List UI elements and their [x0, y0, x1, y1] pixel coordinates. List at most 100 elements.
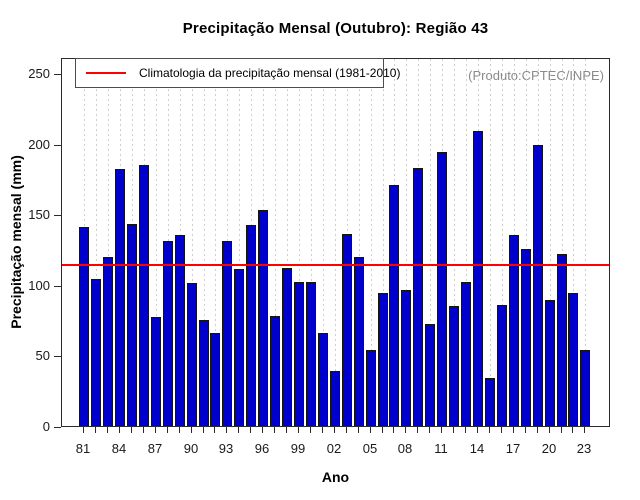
gridline — [323, 59, 324, 426]
x-axis-tick — [322, 427, 323, 433]
plot-area: (Produto:CPTEC/INPE) — [61, 58, 610, 427]
bar-10 — [425, 324, 435, 426]
y-axis-tick — [54, 427, 61, 428]
x-tick-label: 81 — [75, 441, 91, 456]
x-tick-label: 14 — [469, 441, 485, 456]
y-tick-label: 100 — [28, 278, 50, 293]
bar-15 — [485, 378, 495, 426]
y-axis-tick — [54, 145, 61, 146]
x-tick-label: 87 — [147, 441, 163, 456]
bar-08 — [401, 290, 411, 426]
x-axis-tick — [572, 427, 573, 433]
bar-04 — [354, 257, 364, 426]
x-axis-tick — [334, 427, 335, 433]
gridline — [192, 59, 193, 426]
bar-81 — [79, 227, 89, 426]
x-axis-tick — [465, 427, 466, 433]
y-tick-label: 150 — [28, 207, 50, 222]
x-axis-tick — [274, 427, 275, 433]
x-tick-label: 99 — [290, 441, 306, 456]
x-tick-label: 23 — [576, 441, 592, 456]
bar-89 — [175, 235, 185, 426]
gridline — [526, 59, 527, 426]
bar-11 — [437, 152, 447, 426]
bar-82 — [91, 279, 101, 426]
y-axis-tick — [54, 74, 61, 75]
chart-title: Precipitação Mensal (Outubro): Região 43 — [182, 20, 489, 37]
bar-90 — [187, 283, 197, 426]
x-axis-tick — [155, 427, 156, 433]
bar-85 — [127, 224, 137, 426]
y-tick-label: 50 — [35, 348, 50, 363]
gridline — [311, 59, 312, 426]
bar-18 — [521, 249, 531, 426]
bar-19 — [533, 145, 543, 426]
legend-line-sample — [86, 72, 126, 74]
gridline — [502, 59, 503, 426]
gridline — [335, 59, 336, 426]
x-tick-label: 20 — [541, 441, 557, 456]
gridline — [550, 59, 551, 426]
bar-14 — [473, 131, 483, 426]
bar-22 — [568, 293, 578, 426]
gridline — [406, 59, 407, 426]
bar-87 — [151, 317, 161, 426]
bar-16 — [497, 305, 507, 426]
x-axis-tick — [143, 427, 144, 433]
bar-23 — [580, 350, 590, 426]
x-axis-tick — [214, 427, 215, 433]
y-axis-tick — [54, 356, 61, 357]
x-axis-tick — [310, 427, 311, 433]
gridline — [359, 59, 360, 426]
y-tick-label: 250 — [28, 66, 50, 81]
y-axis-tick — [54, 286, 61, 287]
legend-box: Climatologia da precipitação mensal (198… — [75, 58, 400, 88]
gridline — [490, 59, 491, 426]
bar-12 — [449, 306, 459, 426]
bar-05 — [366, 350, 376, 426]
bar-20 — [545, 300, 555, 426]
x-tick-label: 96 — [254, 441, 270, 456]
gridline — [430, 59, 431, 426]
bar-13 — [461, 282, 471, 426]
gridline — [108, 59, 109, 426]
gridline — [562, 59, 563, 426]
x-axis-tick — [107, 427, 108, 433]
gridline — [156, 59, 157, 426]
x-axis-tick — [191, 427, 192, 433]
x-axis-tick — [370, 427, 371, 433]
bar-91 — [199, 320, 209, 426]
bar-07 — [389, 185, 399, 426]
x-axis-tick — [167, 427, 168, 433]
gridline — [299, 59, 300, 426]
x-axis-tick — [286, 427, 287, 433]
bar-84 — [115, 169, 125, 426]
legend-label: Climatologia da precipitação mensal (198… — [139, 66, 401, 80]
y-tick-label: 0 — [42, 419, 50, 434]
x-axis-tick — [95, 427, 96, 433]
x-axis-tick — [525, 427, 526, 433]
gridline — [204, 59, 205, 426]
gridline — [383, 59, 384, 426]
gridline — [239, 59, 240, 426]
gridline — [287, 59, 288, 426]
gridline — [585, 59, 586, 426]
gridline — [466, 59, 467, 426]
bar-97 — [270, 316, 280, 426]
bar-21 — [557, 254, 567, 426]
bar-03 — [342, 234, 352, 426]
gridline — [215, 59, 216, 426]
bar-93 — [222, 241, 232, 426]
gridline — [275, 59, 276, 426]
bar-96 — [258, 210, 268, 426]
x-tick-label: 05 — [362, 441, 378, 456]
x-axis-tick — [537, 427, 538, 433]
x-axis-tick — [346, 427, 347, 433]
gridline — [96, 59, 97, 426]
gridline — [454, 59, 455, 426]
bar-06 — [378, 293, 388, 426]
x-tick-label: 08 — [397, 441, 413, 456]
x-axis-tick — [298, 427, 299, 433]
bar-02 — [330, 371, 340, 426]
